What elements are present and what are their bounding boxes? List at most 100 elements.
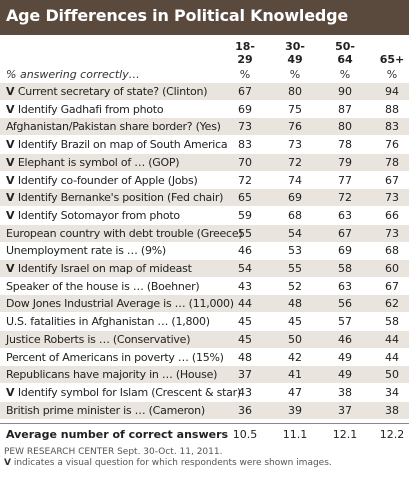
cell-value: 73	[238, 120, 252, 134]
table-row: Republicans have majority in … (House) 37…	[0, 366, 409, 384]
cell-value: 36	[238, 403, 252, 417]
cell-value: 72	[238, 173, 252, 187]
cell-value: 39	[288, 403, 302, 417]
cell-value: 75	[288, 102, 302, 116]
unit-label: %	[386, 68, 398, 81]
table-row: V Elephant is symbol of … (GOP) 70 72 79 78	[0, 153, 409, 171]
row-label: Unemployment rate is … (9%)	[6, 244, 166, 258]
row-label: Justice Roberts is … (Conservative)	[6, 332, 191, 346]
cell-value: 67	[385, 279, 399, 293]
cell-value: 66	[385, 208, 399, 222]
visual-marker: V	[6, 155, 18, 169]
table-row: V Identify Bernanke's position (Fed chai…	[0, 189, 409, 207]
cell-value: 34	[385, 385, 399, 399]
cell-value: 47	[288, 385, 302, 399]
cell-value: 78	[385, 155, 399, 169]
cell-value: 67	[338, 226, 352, 240]
cell-value: 88	[385, 102, 399, 116]
cell-value: 83	[385, 120, 399, 134]
cell-value: 50	[385, 368, 399, 382]
column-header: 50- 64	[335, 40, 355, 66]
cell-value: 59	[238, 208, 252, 222]
visual-marker: V	[6, 385, 18, 399]
cell-value: 94	[385, 85, 399, 98]
row-label: U.S. fatalities in Afghanistan … (1,800)	[6, 315, 210, 329]
cell-value: 65	[238, 191, 252, 205]
cell-value: 43	[238, 385, 252, 399]
table-row: V Identify Gadhafi from photo 69 75 87 88	[0, 101, 409, 118]
cell-value: 48	[288, 297, 302, 311]
table-row: Percent of Americans in poverty … (15%) 4…	[0, 349, 409, 366]
cell-value: 77	[338, 173, 352, 187]
table-row: U.S. fatalities in Afghanistan … (1,800)…	[0, 313, 409, 330]
table-row: V Identify Brazil on map of South Americ…	[0, 136, 409, 153]
average-value: 12.2	[379, 428, 405, 441]
row-label: V Identify symbol for Islam (Crescent & …	[6, 385, 241, 399]
chart-title: Age Differences in Political Knowledge	[6, 6, 349, 25]
cell-value: 52	[288, 279, 302, 293]
row-label: Percent of Americans in poverty … (15%)	[6, 350, 224, 364]
column-header: 18- 29	[235, 40, 255, 66]
cell-value: 63	[338, 208, 352, 222]
cell-value: 73	[385, 226, 399, 240]
footnote-source: PEW RESEARCH CENTER Sept. 30-Oct. 11, 20…	[4, 447, 223, 457]
cell-value: 46	[338, 332, 352, 346]
visual-marker: V	[6, 85, 18, 98]
row-label: V Identify Bernanke's position (Fed chai…	[6, 191, 224, 205]
unit-label: %	[239, 68, 251, 81]
cell-value: 83	[238, 138, 252, 152]
footnote-visual: V indicates a visual question for which …	[4, 458, 332, 468]
cell-value: 68	[385, 244, 399, 258]
cell-value: 44	[385, 332, 399, 346]
cell-value: 53	[288, 244, 302, 258]
row-label: Republicans have majority in … (House)	[6, 368, 218, 382]
row-label: V Identify co-founder of Apple (Jobs)	[6, 173, 198, 187]
row-label: Afghanistan/Pakistan share border? (Yes)	[6, 120, 221, 134]
cell-value: 56	[338, 297, 352, 311]
column-header: 30- 49	[285, 40, 305, 66]
average-value: 11.1	[282, 428, 308, 441]
cell-value: 54	[238, 262, 252, 275]
table-row: Unemployment rate is … (9%) 46 53 69 68	[0, 242, 409, 259]
row-label: Dow Jones Industrial Average is … (11,00…	[6, 297, 234, 311]
footnote-marker: V	[4, 458, 11, 468]
cell-value: 58	[385, 315, 399, 329]
cell-value: 87	[338, 102, 352, 116]
table-row: European country with debt trouble (Gree…	[0, 224, 409, 242]
subheader: % answering correctly…	[6, 68, 140, 81]
cell-value: 76	[385, 138, 399, 152]
cell-value: 50	[288, 332, 302, 346]
table-row: V Identify co-founder of Apple (Jobs) 72 7…	[0, 172, 409, 189]
row-label: Speaker of the house is … (Boehner)	[6, 279, 200, 293]
average-value: 10.5	[232, 428, 258, 441]
cell-value: 38	[338, 385, 352, 399]
table-row: V Identify Sotomayor from photo 59 68 63 66	[0, 207, 409, 224]
cell-value: 42	[288, 350, 302, 364]
cell-value: 80	[338, 120, 352, 134]
cell-value: 57	[338, 315, 352, 329]
row-label: V Identify Brazil on map of South Americ…	[6, 138, 228, 152]
cell-value: 60	[385, 262, 399, 275]
visual-marker: V	[6, 102, 18, 116]
cell-value: 69	[338, 244, 352, 258]
table-row: Speaker of the house is … (Boehner) 43 52 6…	[0, 278, 409, 295]
cell-value: 48	[238, 350, 252, 364]
table-row: Afghanistan/Pakistan share border? (Yes)…	[0, 118, 409, 136]
cell-value: 73	[385, 191, 399, 205]
table-row: V Identify symbol for Islam (Crescent & …	[0, 384, 409, 401]
unit-label: %	[339, 68, 351, 81]
title-bar	[0, 0, 409, 35]
table-row: V Identify Israel on map of mideast 54 55 5…	[0, 260, 409, 277]
visual-marker: V	[6, 191, 18, 205]
cell-value: 46	[238, 244, 252, 258]
row-label: V Identify Israel on map of mideast	[6, 262, 192, 275]
cell-value: 38	[385, 403, 399, 417]
cell-value: 49	[338, 350, 352, 364]
average-label: Average number of correct answers	[6, 428, 229, 441]
cell-value: 90	[338, 85, 352, 98]
visual-marker: V	[6, 208, 18, 222]
average-rule	[0, 423, 409, 424]
unit-label: %	[289, 68, 301, 81]
cell-value: 58	[338, 262, 352, 275]
cell-value: 44	[385, 350, 399, 364]
